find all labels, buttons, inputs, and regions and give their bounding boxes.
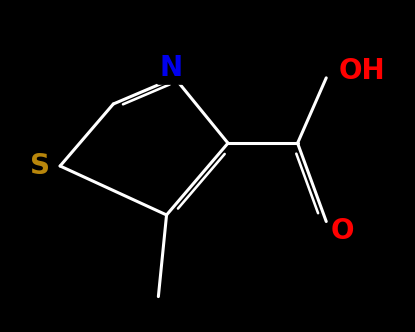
Text: OH: OH: [339, 57, 385, 85]
Text: S: S: [29, 152, 50, 180]
Text: N: N: [159, 54, 182, 82]
Text: O: O: [331, 217, 354, 245]
